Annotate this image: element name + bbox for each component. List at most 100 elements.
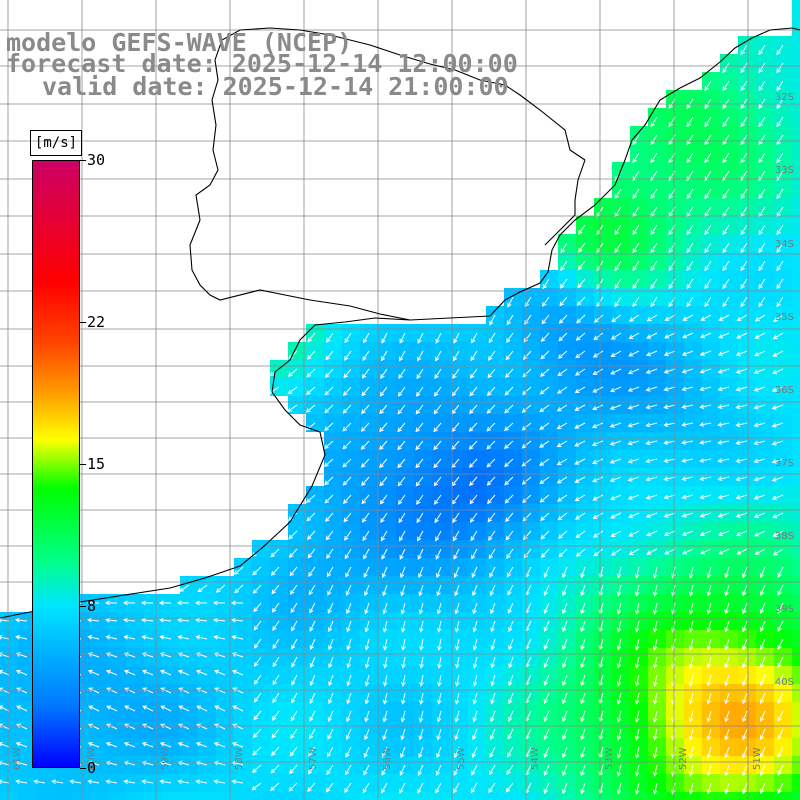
wind-arrow — [469, 494, 478, 505]
wind-arrow — [735, 476, 748, 482]
wind-arrow — [344, 782, 352, 793]
wind-arrow — [722, 260, 730, 272]
wind-arrow — [436, 746, 442, 759]
wind-arrow — [0, 635, 10, 640]
latitude-label: 35S — [775, 312, 794, 323]
wind-arrow — [507, 296, 514, 308]
colorbar-tick — [80, 322, 86, 323]
wind-arrow — [415, 440, 424, 451]
wind-arrow — [650, 152, 658, 164]
wind-arrow — [699, 422, 712, 427]
wind-arrow — [736, 314, 748, 322]
wind-arrow — [652, 620, 658, 633]
wind-arrow — [664, 314, 676, 321]
wind-arrow — [609, 440, 622, 446]
wind-arrow — [504, 404, 514, 414]
wind-arrow — [453, 566, 460, 579]
wind-arrow — [776, 224, 784, 236]
wind-arrow — [346, 602, 352, 615]
wind-arrow — [232, 705, 244, 712]
wind-arrow — [722, 80, 730, 92]
wind-arrow — [363, 746, 370, 758]
wind-arrow — [681, 530, 694, 536]
wind-speed-cell — [252, 792, 270, 800]
wind-arrow — [562, 584, 568, 597]
wind-arrow — [326, 332, 334, 343]
wind-arrow — [592, 350, 604, 358]
wind-arrow — [399, 782, 406, 794]
wind-arrow — [559, 278, 568, 289]
wind-arrow — [758, 242, 766, 254]
wind-arrow — [253, 602, 262, 613]
wind-arrow — [397, 476, 406, 487]
wind-arrow — [214, 705, 226, 712]
wind-arrow — [645, 476, 658, 482]
wind-arrow — [614, 278, 622, 290]
wind-arrow — [724, 728, 730, 741]
wind-arrow — [627, 440, 640, 446]
wind-arrow — [381, 782, 388, 794]
wind-arrow — [469, 386, 478, 397]
wind-arrow — [233, 566, 244, 575]
wind-arrow — [580, 620, 586, 633]
wind-arrow — [160, 723, 172, 730]
wind-arrow — [86, 600, 100, 606]
wind-arrow — [610, 548, 622, 556]
wind-speed-cell — [792, 36, 800, 54]
wind-arrow — [399, 332, 406, 344]
wind-arrow — [343, 350, 352, 361]
wind-arrow — [758, 260, 766, 272]
wind-speed-cell — [108, 792, 126, 800]
wind-speed-cell — [90, 792, 108, 800]
wind-arrow — [397, 440, 406, 451]
wind-arrow — [123, 617, 136, 623]
wind-arrow — [562, 602, 568, 615]
wind-speed-cell — [288, 792, 306, 800]
wind-arrow — [681, 458, 694, 463]
wind-arrow — [16, 705, 28, 712]
wind-arrow — [663, 404, 676, 410]
wind-arrow — [616, 566, 622, 579]
wind-arrow — [699, 458, 712, 463]
wind-arrow — [308, 728, 316, 740]
wind-arrow — [562, 620, 568, 633]
wind-arrow — [681, 404, 694, 409]
wind-speed-cell — [792, 756, 800, 774]
wind-arrow — [717, 404, 730, 409]
wind-arrow — [490, 710, 496, 723]
wind-arrow — [645, 404, 658, 410]
wind-arrow — [453, 782, 460, 794]
wind-arrow — [195, 742, 208, 748]
wind-arrow — [124, 705, 136, 712]
wind-speed-cell — [36, 792, 54, 800]
wind-speed-cell — [792, 252, 800, 270]
wind-arrow — [418, 728, 424, 741]
wind-arrow — [416, 368, 424, 380]
wind-arrow — [490, 620, 496, 633]
wind-arrow — [158, 600, 172, 606]
wind-arrow — [419, 620, 424, 633]
longitude-label: 53W — [604, 747, 615, 770]
wind-arrow — [541, 314, 550, 325]
wind-arrow — [470, 530, 478, 542]
wind-arrow — [324, 494, 334, 504]
wind-arrow — [379, 404, 388, 415]
wind-arrow — [505, 350, 514, 361]
wind-arrow — [652, 584, 658, 597]
wind-arrow — [742, 692, 748, 705]
wind-arrow — [87, 779, 100, 784]
wind-arrow — [415, 422, 424, 433]
wind-speed-cell — [792, 162, 800, 180]
wind-arrow — [361, 386, 370, 397]
wind-arrow — [417, 764, 424, 776]
wind-arrow — [468, 422, 478, 432]
wind-arrow — [327, 710, 334, 723]
wind-arrow — [362, 782, 370, 794]
wind-arrow — [488, 548, 496, 560]
wind-arrow — [632, 296, 640, 308]
wind-arrow — [415, 476, 424, 487]
wind-arrow — [436, 620, 442, 633]
wind-arrow — [724, 710, 730, 723]
wind-arrow — [252, 584, 262, 594]
